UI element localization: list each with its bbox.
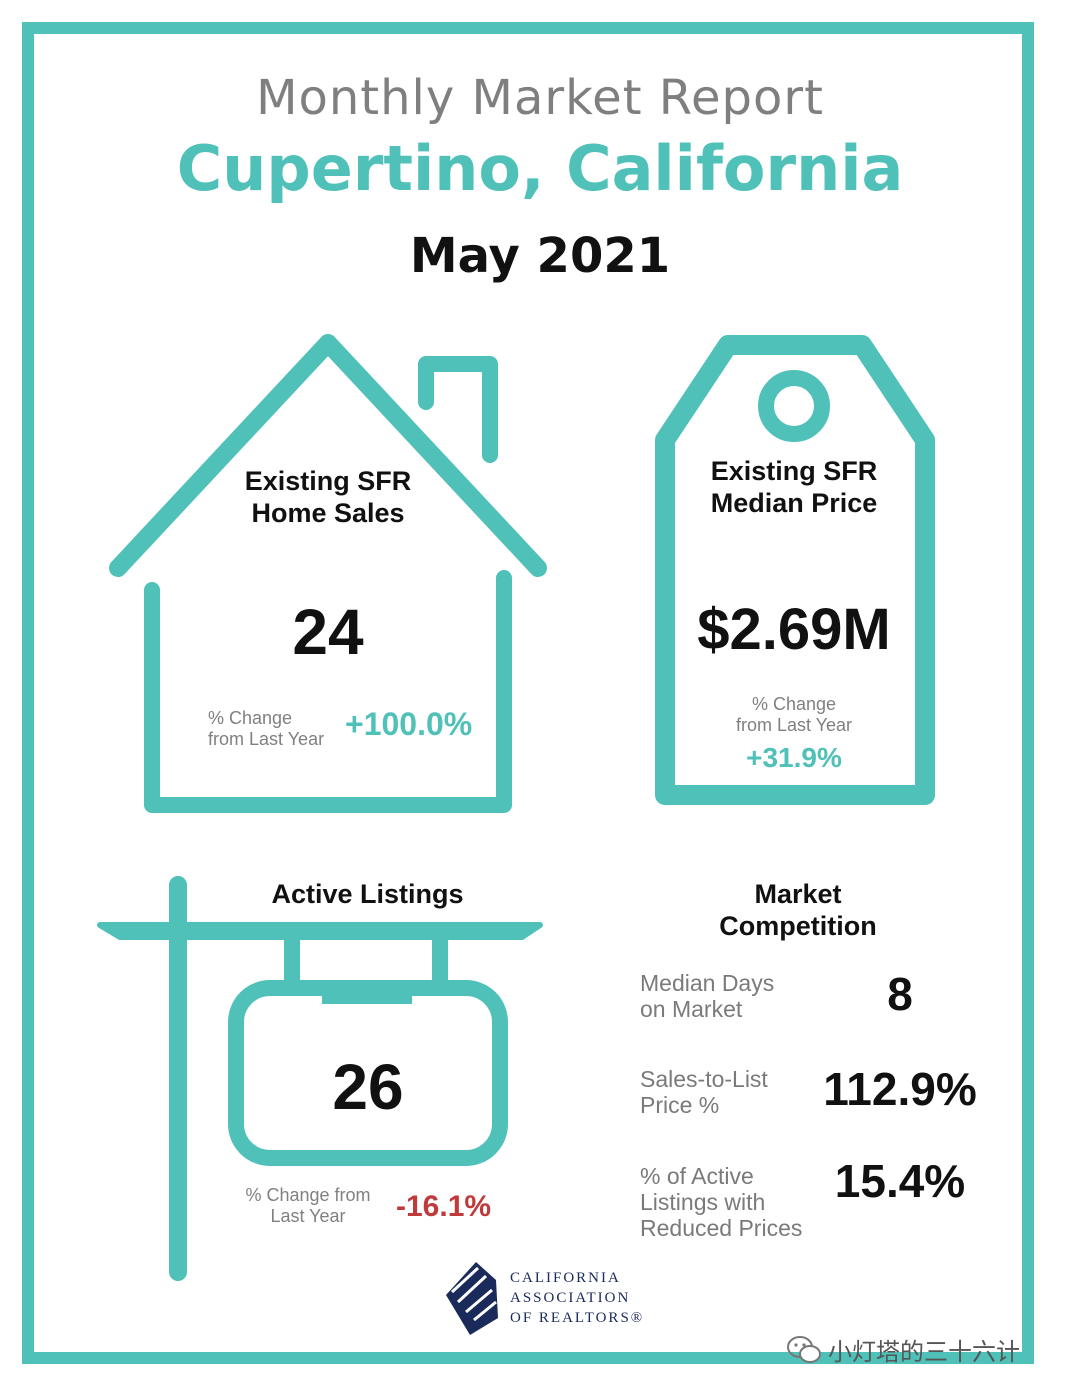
watermark: 小灯塔的三十六计 <box>786 1332 1020 1367</box>
market-competition-title-line1: Market <box>754 879 842 909</box>
active-listings-change-value: -16.1% <box>396 1190 492 1223</box>
house-icon <box>109 334 547 813</box>
location-title: Cupertino, California <box>176 132 904 205</box>
home-sales-change-label-line2: from Last Year <box>208 729 325 749</box>
report-title: Monthly Market Report <box>256 70 824 126</box>
median-price-label: Existing SFR Median Price <box>660 455 928 519</box>
price-tag-icon <box>655 335 935 805</box>
median-price-change-label: % Change from Last Year <box>660 694 928 736</box>
home-sales-change-label: % Change from Last Year <box>208 708 324 750</box>
active-listings-change-label: % Change from Last Year <box>238 1185 378 1227</box>
report-frame <box>22 22 1034 1364</box>
active-listings-change-label-line1: % Change from <box>245 1185 371 1205</box>
median-price-label-line2: Median Price <box>710 488 878 518</box>
sales-to-list-label-line2: Price % <box>640 1092 720 1118</box>
home-sales-label: Existing SFR Home Sales <box>188 465 468 529</box>
reduced-prices-label-line2: Listings with <box>640 1189 766 1215</box>
median-days-label: Median Days on Market <box>640 970 774 1022</box>
watermark-text: 小灯塔的三十六计 <box>828 1339 1020 1366</box>
report-period: May 2021 <box>409 228 671 284</box>
wechat-icon <box>787 1335 821 1363</box>
realtors-logo-mark <box>446 1262 498 1335</box>
logo-line3: OF REALTORS® <box>510 1310 645 1326</box>
home-sales-change-label-line1: % Change <box>208 708 293 728</box>
logo-line1: CALIFORNIA <box>510 1270 621 1286</box>
active-listings-value: 26 <box>332 1051 404 1123</box>
median-days-label-line1: Median Days <box>640 970 775 996</box>
reduced-prices-label-line1: % of Active <box>640 1163 754 1189</box>
median-price-value: $2.69M <box>697 597 891 662</box>
active-listings-label: Active Listings <box>271 879 464 909</box>
listing-sign-icon <box>97 876 543 1281</box>
median-days-value: 8 <box>887 968 913 1020</box>
realtors-logo-text: CALIFORNIA ASSOCIATION OF REALTORS® <box>510 1268 644 1328</box>
median-price-change-label-line2: from Last Year <box>735 715 853 735</box>
active-listings-change-label-line2: Last Year <box>270 1206 346 1226</box>
logo-line2: ASSOCIATION <box>510 1290 631 1306</box>
market-competition-title: Market Competition <box>660 878 936 942</box>
median-price-label-line1: Existing SFR <box>710 456 878 486</box>
home-sales-label-line2: Home Sales <box>251 498 405 528</box>
reduced-prices-value: 15.4% <box>834 1155 966 1207</box>
market-competition-title-line2: Competition <box>719 911 877 941</box>
median-price-change-label-line1: % Change <box>751 694 837 714</box>
sales-to-list-value: 112.9% <box>823 1063 977 1115</box>
sales-to-list-label-line1: Sales-to-List <box>640 1066 768 1092</box>
sales-to-list-label: Sales-to-List Price % <box>640 1066 768 1118</box>
home-sales-label-line1: Existing SFR <box>244 466 412 496</box>
reduced-prices-label: % of Active Listings with Reduced Prices <box>640 1163 802 1241</box>
home-sales-change-value: +100.0% <box>345 706 473 742</box>
median-days-label-line2: on Market <box>640 996 743 1022</box>
median-price-change-value: +31.9% <box>746 742 842 773</box>
home-sales-value: 24 <box>292 596 364 668</box>
reduced-prices-label-line3: Reduced Prices <box>640 1215 803 1241</box>
